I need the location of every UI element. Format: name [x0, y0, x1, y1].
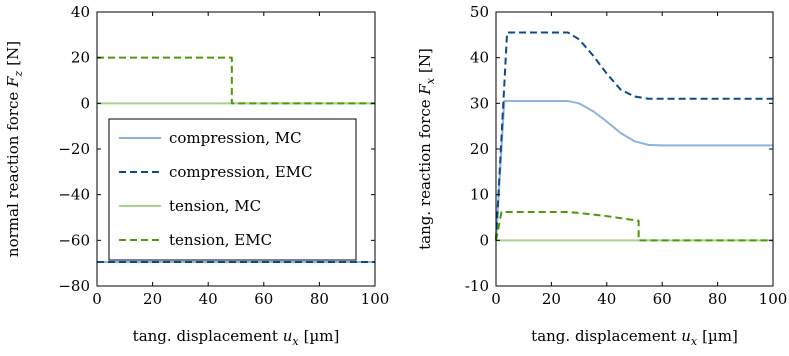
y-axis-label-text: tang. reaction force [416, 99, 434, 250]
x-axis-symbol: u [283, 327, 293, 345]
y-tick-label: 20 [470, 140, 489, 158]
y-axis-label: normal reaction force Fz [N] [4, 41, 25, 257]
y-tick-label: 30 [470, 94, 489, 112]
legend-label: compression, MC [169, 129, 302, 147]
y-axis-subscript: z [12, 71, 25, 78]
y-tick-label: -10 [465, 277, 489, 295]
x-tick-label: 20 [143, 290, 162, 308]
legend-box [108, 118, 357, 261]
legend-label: tension, EMC [169, 231, 272, 249]
x-axis-label: tang. displacement ux [µm] [133, 327, 340, 348]
x-tick-label: 20 [542, 290, 561, 308]
y-tick-label: −80 [58, 277, 90, 295]
x-axis-subscript: x [292, 335, 299, 348]
x-tick-label: 0 [92, 290, 102, 308]
x-tick-label: 80 [310, 290, 329, 308]
x-tick-label: 60 [653, 290, 672, 308]
x-tick-label: 40 [199, 290, 218, 308]
y-tick-label: −20 [58, 140, 90, 158]
x-axis-symbol: u [681, 327, 691, 345]
x-axis-label: tang. displacement ux [µm] [531, 327, 738, 348]
x-tick-label: 100 [361, 290, 390, 308]
plot-frame [495, 11, 774, 287]
y-axis-symbol: F [416, 84, 434, 96]
y-tick-label: 0 [80, 94, 90, 112]
y-tick-label: 0 [479, 231, 489, 249]
x-tick-label: 80 [708, 290, 727, 308]
y-tick-label: 50 [470, 3, 489, 21]
series-line-compression-mc [495, 100, 773, 241]
x-axis-label-text: tang. displacement [133, 327, 278, 345]
y-tick-label: −40 [58, 186, 90, 204]
x-axis-unit: [µm] [702, 327, 738, 345]
x-axis-unit: [µm] [304, 327, 340, 345]
y-tick-label: 20 [71, 49, 90, 67]
x-axis-subscript: x [691, 335, 698, 348]
x-tick-label: 0 [491, 290, 501, 308]
y-tick-label: 40 [71, 3, 90, 21]
y-axis-label: tang. reaction force Fx [N] [416, 48, 437, 250]
y-tick-label: 40 [470, 49, 489, 67]
series-line-compression-emc [495, 31, 773, 241]
x-axis-label-text: tang. displacement [531, 327, 676, 345]
y-tick-label: 10 [470, 186, 489, 204]
normal-force-chart: 0 20 40 60 80 100 −80 −60 −40 −20 0 20 40 tang. displ… [4, 3, 389, 348]
legend-label: tension, MC [169, 197, 261, 215]
x-tick-label: 60 [254, 290, 273, 308]
y-tick-label: −60 [58, 231, 90, 249]
series-line-tension-emc [495, 211, 773, 242]
y-axis-unit: [N] [416, 48, 434, 73]
y-axis-unit: [N] [4, 41, 22, 66]
y-axis-symbol: F [4, 76, 22, 88]
x-tick-label: 100 [759, 290, 788, 308]
y-axis-subscript: x [424, 77, 437, 84]
legend: compression, MC compression, EMC tension, … [108, 118, 357, 261]
legend-label: compression, EMC [169, 163, 313, 181]
x-tick-label: 40 [597, 290, 616, 308]
series-line-tension-emc [97, 56, 375, 105]
y-axis-label-text: normal reaction force [4, 92, 22, 257]
